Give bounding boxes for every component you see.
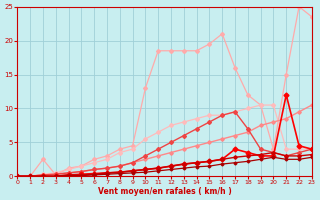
X-axis label: Vent moyen/en rafales ( km/h ): Vent moyen/en rafales ( km/h )	[98, 187, 231, 196]
